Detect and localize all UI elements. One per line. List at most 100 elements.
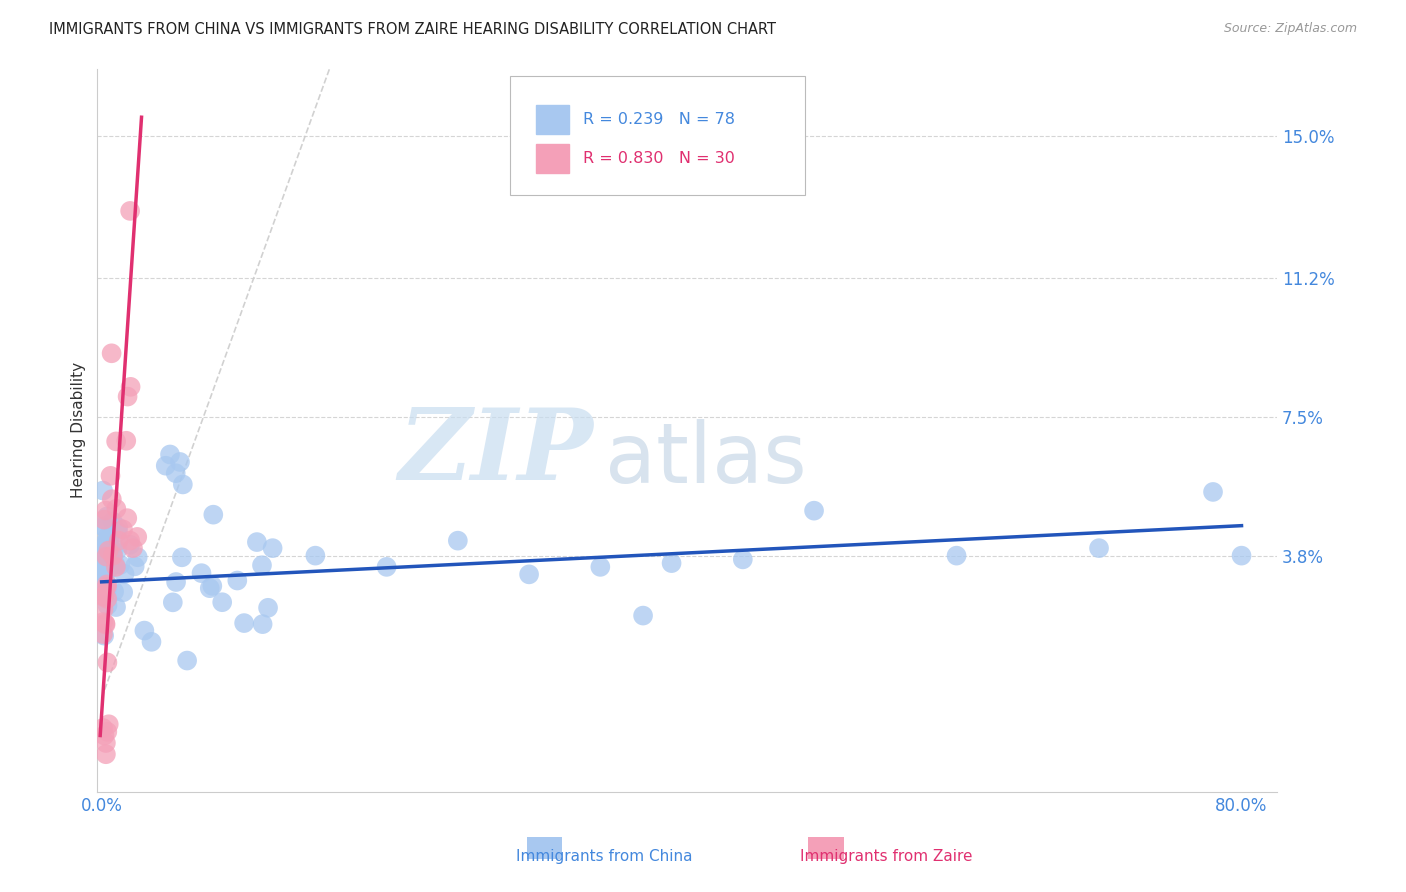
Point bbox=[447, 533, 470, 548]
Point bbox=[226, 574, 249, 588]
Point bbox=[170, 550, 193, 565]
Point bbox=[176, 654, 198, 668]
Point bbox=[141, 635, 163, 649]
Point bbox=[114, 566, 136, 581]
Point bbox=[246, 535, 269, 549]
Point bbox=[94, 534, 117, 549]
Point bbox=[115, 434, 138, 448]
Point bbox=[100, 541, 122, 555]
Point bbox=[172, 477, 194, 491]
Point bbox=[98, 530, 121, 544]
Point bbox=[93, 549, 115, 563]
Point bbox=[91, 575, 114, 590]
Point bbox=[250, 558, 273, 573]
Point bbox=[97, 555, 120, 569]
Point bbox=[96, 577, 118, 591]
Point bbox=[91, 483, 114, 498]
Point bbox=[91, 721, 114, 735]
Point bbox=[589, 560, 612, 574]
Point bbox=[257, 600, 280, 615]
Point bbox=[94, 747, 117, 762]
Point bbox=[93, 590, 115, 604]
Text: atlas: atlas bbox=[605, 418, 807, 500]
Point bbox=[91, 519, 114, 533]
Text: R = 0.239   N = 78: R = 0.239 N = 78 bbox=[583, 112, 735, 127]
Point bbox=[117, 511, 139, 525]
Text: Source: ZipAtlas.com: Source: ZipAtlas.com bbox=[1223, 22, 1357, 36]
Point bbox=[117, 390, 139, 404]
Point bbox=[375, 560, 398, 574]
Point bbox=[122, 541, 145, 556]
Point bbox=[120, 203, 142, 218]
Point bbox=[96, 583, 118, 598]
Point bbox=[190, 566, 212, 581]
Y-axis label: Hearing Disability: Hearing Disability bbox=[72, 362, 86, 498]
Point bbox=[94, 539, 117, 553]
Point bbox=[91, 627, 114, 641]
Point bbox=[103, 584, 125, 599]
Point bbox=[105, 543, 128, 558]
Point bbox=[1202, 484, 1225, 499]
Point bbox=[201, 579, 224, 593]
Point bbox=[198, 581, 221, 595]
Point bbox=[91, 562, 114, 576]
Point bbox=[93, 513, 115, 527]
Point bbox=[101, 515, 124, 529]
Point bbox=[96, 591, 118, 606]
Point bbox=[105, 600, 128, 615]
Bar bbox=[536, 104, 569, 134]
Point bbox=[93, 588, 115, 602]
Point bbox=[233, 616, 256, 631]
Text: IMMIGRANTS FROM CHINA VS IMMIGRANTS FROM ZAIRE HEARING DISABILITY CORRELATION CH: IMMIGRANTS FROM CHINA VS IMMIGRANTS FROM… bbox=[49, 22, 776, 37]
Point bbox=[159, 447, 181, 461]
Text: Immigrants from China: Immigrants from China bbox=[516, 849, 693, 863]
Point bbox=[107, 525, 129, 540]
Point bbox=[93, 729, 115, 743]
Point bbox=[91, 584, 114, 599]
Point bbox=[97, 717, 120, 731]
Point bbox=[1230, 549, 1253, 563]
Point bbox=[731, 552, 754, 566]
Point bbox=[100, 346, 122, 360]
Point bbox=[91, 569, 114, 583]
Point bbox=[110, 558, 132, 572]
Point bbox=[97, 543, 120, 558]
Point bbox=[803, 504, 825, 518]
Point bbox=[103, 544, 125, 558]
Point bbox=[101, 549, 124, 563]
Point bbox=[93, 629, 115, 643]
Point bbox=[96, 534, 118, 549]
Point bbox=[91, 615, 114, 629]
Point bbox=[96, 579, 118, 593]
Point bbox=[202, 508, 225, 522]
Point bbox=[93, 589, 115, 603]
Point bbox=[94, 616, 117, 631]
Point bbox=[262, 541, 284, 556]
Point bbox=[93, 562, 115, 576]
Point bbox=[93, 556, 115, 570]
Point bbox=[91, 554, 114, 568]
Bar bbox=[527, 837, 562, 859]
Point bbox=[162, 595, 184, 609]
Point bbox=[107, 533, 129, 548]
Point bbox=[304, 549, 326, 563]
Point bbox=[97, 562, 120, 576]
Point bbox=[96, 656, 118, 670]
Point bbox=[98, 558, 121, 572]
Point bbox=[127, 550, 149, 565]
Point bbox=[96, 599, 118, 613]
Point bbox=[155, 458, 177, 473]
Point bbox=[91, 559, 114, 574]
Bar bbox=[536, 145, 569, 173]
Point bbox=[631, 608, 654, 623]
Point bbox=[104, 558, 127, 572]
Point bbox=[252, 617, 274, 632]
Point bbox=[127, 530, 149, 544]
Point bbox=[169, 455, 191, 469]
Point bbox=[94, 503, 117, 517]
Bar bbox=[808, 837, 844, 859]
Point bbox=[94, 521, 117, 535]
Point bbox=[94, 617, 117, 632]
Point bbox=[94, 583, 117, 598]
Text: R = 0.830   N = 30: R = 0.830 N = 30 bbox=[583, 152, 735, 167]
